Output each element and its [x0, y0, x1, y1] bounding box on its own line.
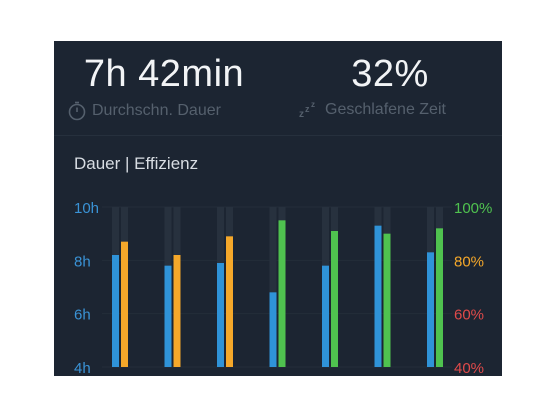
- duration-efficiency-chart: 10h 8h 6h 4h 100% 80% 60% 40%: [74, 200, 492, 376]
- left-axis-tick-label: 4h: [74, 360, 91, 376]
- duration-bar: [427, 252, 434, 367]
- right-axis-tick-label: 80%: [454, 253, 484, 270]
- duration-bar: [269, 292, 277, 367]
- svg-text:z: z: [305, 104, 310, 114]
- average-duration-label-row: Durchschn. Dauer: [68, 101, 221, 121]
- efficiency-bar: [331, 231, 338, 367]
- duration-bar: [112, 255, 119, 367]
- chart-section-title: Dauer | Effizienz: [74, 154, 199, 173]
- svg-text:z: z: [311, 101, 315, 109]
- left-axis-tick-label: 6h: [74, 307, 91, 324]
- efficiency-bar: [173, 255, 181, 367]
- average-duration-label: Durchschn. Dauer: [92, 102, 221, 119]
- efficiency-bar: [226, 236, 233, 367]
- divider: [54, 135, 502, 136]
- right-axis-tick-label: 60%: [454, 307, 484, 324]
- efficiency-bar: [121, 241, 128, 367]
- svg-text:z: z: [299, 109, 304, 119]
- duration-bar: [217, 263, 224, 367]
- stopwatch-icon: [68, 101, 86, 121]
- right-axis-tick-label: 40%: [454, 360, 484, 376]
- average-duration-value: 7h 42min: [83, 53, 245, 95]
- efficiency-bar: [436, 228, 443, 367]
- duration-bar: [374, 225, 382, 367]
- asleep-percentage-value: 32%: [351, 53, 429, 95]
- zzz-icon: z z z: [299, 101, 319, 119]
- sleep-stats-panel: 7h 42min Durchschn. Dauer 32% z z z Gesc…: [54, 41, 502, 376]
- efficiency-bar: [278, 220, 286, 367]
- duration-track: [269, 207, 277, 367]
- asleep-percentage-label-row: z z z Geschlafene Zeit: [299, 101, 446, 119]
- right-axis-tick-label: 100%: [454, 200, 492, 217]
- left-axis-tick-label: 8h: [74, 253, 91, 270]
- duration-bar: [322, 265, 329, 367]
- left-axis-tick-label: 10h: [74, 200, 99, 217]
- efficiency-bar: [383, 233, 391, 367]
- asleep-percentage-label: Geschlafene Zeit: [325, 101, 446, 118]
- duration-bar: [164, 265, 172, 367]
